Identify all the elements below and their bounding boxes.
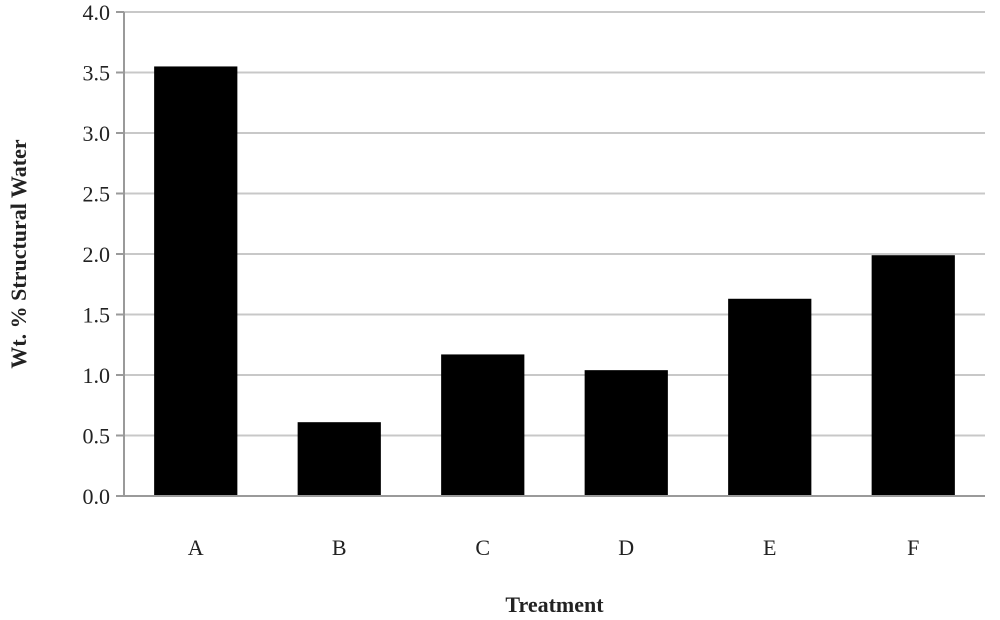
bar-d: [584, 370, 668, 496]
gridlines: [116, 11, 985, 497]
bar-a: [154, 66, 238, 496]
x-tick-label: C: [475, 535, 490, 560]
bar-c: [441, 354, 525, 496]
bar-f: [871, 255, 955, 496]
y-tick-label: 1.0: [83, 363, 111, 388]
x-tick-label: D: [618, 535, 634, 560]
y-tick-label: 0.5: [83, 424, 111, 449]
x-tick-label: E: [763, 535, 776, 560]
y-axis-title: Wt. % Structural Water: [6, 139, 31, 369]
x-tick-label: A: [188, 535, 204, 560]
y-tick-label: 3.0: [83, 121, 111, 146]
y-tick-label: 4.0: [83, 0, 111, 25]
y-tick-label: 3.5: [83, 61, 111, 86]
y-tick-label: 2.5: [83, 182, 111, 207]
x-tick-label: F: [907, 535, 919, 560]
x-tick-label: B: [332, 535, 347, 560]
bar-e: [728, 298, 812, 496]
y-tick-labels: 0.0 0.5 1.0 1.5 2.0 2.5 3.0 3.5 4.0: [83, 0, 111, 509]
y-tick-label: 0.0: [83, 484, 111, 509]
bar-b: [297, 422, 381, 496]
bars: [154, 66, 955, 496]
y-tick-label: 1.5: [83, 303, 111, 328]
x-tick-labels: A B C D E F: [188, 535, 920, 560]
x-axis-title: Treatment: [505, 592, 604, 617]
y-tick-label: 2.0: [83, 242, 111, 267]
